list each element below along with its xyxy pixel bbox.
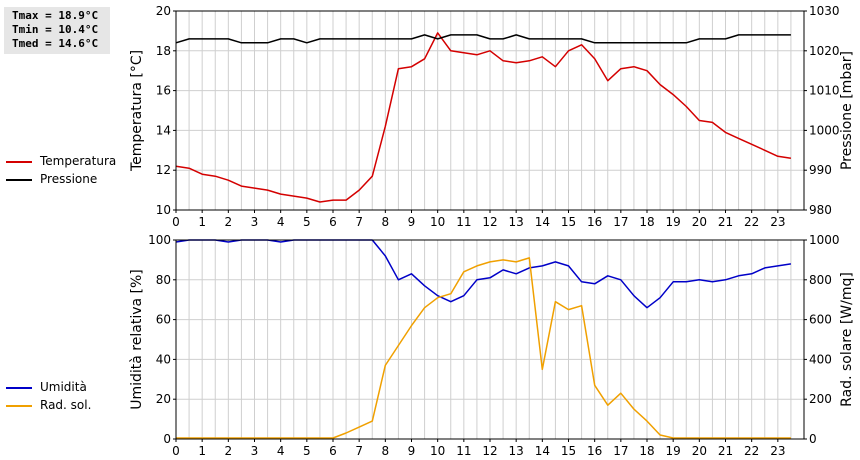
legend-swatch-humidity	[6, 387, 32, 389]
bottom-x-tick-label: 23	[770, 444, 785, 458]
bottom-x-tick-label: 20	[692, 444, 707, 458]
top-x-tick-label: 12	[482, 215, 497, 229]
bottom-y-tick-label: 60	[156, 313, 171, 327]
bottom-plot-frame	[175, 239, 805, 440]
bottom-y-tick-label: 80	[156, 273, 171, 287]
top-x-tick-label: 14	[535, 215, 550, 229]
bottom-x-tick-label: 12	[482, 444, 497, 458]
top-x-tick-label: 13	[509, 215, 524, 229]
bottom-x-tick-label: 13	[509, 444, 524, 458]
top-x-tick-label: 8	[382, 215, 390, 229]
bottom-y2-tick-label: 800	[809, 273, 832, 287]
bottom-y-tick-label: 0	[163, 432, 171, 446]
top-x-tick-label: 22	[744, 215, 759, 229]
top-x-tick-label: 16	[587, 215, 602, 229]
stats-box: Tmax = 18.9°C Tmin = 10.4°C Tmed = 14.6°…	[4, 7, 110, 54]
chart-humidity-radiation: 0 1 2 3 4 5 6 7 8 9 10 11 12 13 14 15 16 17 18 19 20 21 22 2302…	[129, 233, 855, 458]
stat-tmax: Tmax = 18.9°C	[12, 9, 99, 22]
top-x-tick-label: 18	[639, 215, 654, 229]
top-x-tick-label: 0	[172, 215, 180, 229]
top-y-tick-label: 20	[156, 4, 171, 18]
top-x-tick-label: 21	[718, 215, 733, 229]
top-x-tick-label: 4	[277, 215, 285, 229]
top-x-tick-label: 1	[198, 215, 206, 229]
bottom-x-tick-label: 17	[613, 444, 628, 458]
bottom-x-tick-label: 19	[666, 444, 681, 458]
top-x-tick-label: 17	[613, 215, 628, 229]
top-y2-tick-label: 1010	[809, 84, 840, 98]
top-y2-tick-label: 980	[809, 203, 832, 217]
top-x-tick-label: 23	[770, 215, 785, 229]
top-x-tick-label: 20	[692, 215, 707, 229]
bottom-x-tick-label: 2	[225, 444, 233, 458]
top-x-tick-label: 7	[355, 215, 363, 229]
bottom-y-tick-label: 100	[148, 233, 171, 247]
top-x-tick-label: 9	[408, 215, 416, 229]
bottom-x-tick-label: 11	[456, 444, 471, 458]
bottom-y2-tick-label: 400	[809, 352, 832, 366]
bottom-x-tick-label: 4	[277, 444, 285, 458]
bottom-y-tick-label: 20	[156, 392, 171, 406]
bottom-x-tick-label: 22	[744, 444, 759, 458]
top-x-tick-label: 6	[329, 215, 337, 229]
series-line-radiation	[176, 257, 791, 439]
bottom-x-tick-label: 8	[382, 444, 390, 458]
bottom-x-tick-label: 16	[587, 444, 602, 458]
bottom-x-tick-label: 5	[303, 444, 311, 458]
top-x-tick-label: 19	[666, 215, 681, 229]
top-y2-tick-label: 1030	[809, 4, 840, 18]
top-y2-tick-label: 990	[809, 163, 832, 177]
bottom-x-tick-label: 0	[172, 444, 180, 458]
top-y-tick-label: 18	[156, 44, 171, 58]
legend-label-radiation: Rad. sol.	[40, 398, 92, 412]
top-y2-tick-label: 1000	[809, 123, 840, 137]
bottom-x-tick-label: 3	[251, 444, 259, 458]
top-x-tick-label: 3	[251, 215, 259, 229]
bottom-x-tick-label: 18	[639, 444, 654, 458]
bottom-x-tick-label: 7	[355, 444, 363, 458]
chart-temperature-pressure: 0 1 2 3 4 5 6 7 8 9 10 11 12 13 14 15 16 17 18 19 20 21 22 2310…	[129, 4, 855, 229]
top-x-tick-label: 5	[303, 215, 311, 229]
bottom-x-tick-label: 21	[718, 444, 733, 458]
bottom-x-tick-label: 1	[198, 444, 206, 458]
top-y-tick-label: 14	[156, 123, 171, 137]
bottom-x-tick-label: 14	[535, 444, 550, 458]
bottom-x-tick-label: 10	[430, 444, 445, 458]
bottom-x-tick-label: 15	[561, 444, 576, 458]
legend-label-humidity: Umidità	[40, 380, 87, 394]
bottom-y2-tick-label: 600	[809, 313, 832, 327]
bottom-x-tick-label: 9	[408, 444, 416, 458]
bottom-y-tick-label: 40	[156, 352, 171, 366]
bottom-y2-tick-label: 0	[809, 432, 817, 446]
bottom-y2-tick-label: 200	[809, 392, 832, 406]
legend-label-temperature: Temperatura	[40, 154, 117, 168]
top-y2-tick-label: 1020	[809, 44, 840, 58]
top-x-tick-label: 15	[561, 215, 576, 229]
legend-swatch-radiation	[6, 405, 32, 407]
legend-swatch-temperature	[6, 161, 32, 163]
top-y-axis-title: Temperatura [°C]	[129, 50, 145, 172]
top-y-tick-label: 12	[156, 163, 171, 177]
stat-tmin: Tmin = 10.4°C	[12, 23, 99, 36]
series-line-pressure	[175, 34, 791, 44]
bottom-y-axis-title: Umidità relativa [%]	[129, 269, 145, 410]
top-x-tick-label: 10	[430, 215, 445, 229]
series-line-humidity	[175, 239, 792, 309]
bottom-y2-axis-title: Rad. solare [W/mq]	[839, 272, 855, 407]
top-y2-axis-title: Pressione [mbar]	[839, 51, 855, 170]
top-y-tick-label: 10	[156, 203, 171, 217]
bottom-x-tick-label: 6	[329, 444, 337, 458]
stat-tmed: Tmed = 14.6°C	[12, 37, 99, 50]
top-x-tick-label: 11	[456, 215, 471, 229]
top-x-tick-label: 2	[225, 215, 233, 229]
top-y-tick-label: 16	[156, 84, 171, 98]
top-plot-frame	[175, 10, 805, 211]
bottom-y2-tick-label: 1000	[809, 233, 840, 247]
series-line-temperature	[175, 32, 792, 203]
legend-label-pressure: Pressione	[40, 172, 98, 186]
legend-swatch-pressure	[6, 179, 32, 181]
